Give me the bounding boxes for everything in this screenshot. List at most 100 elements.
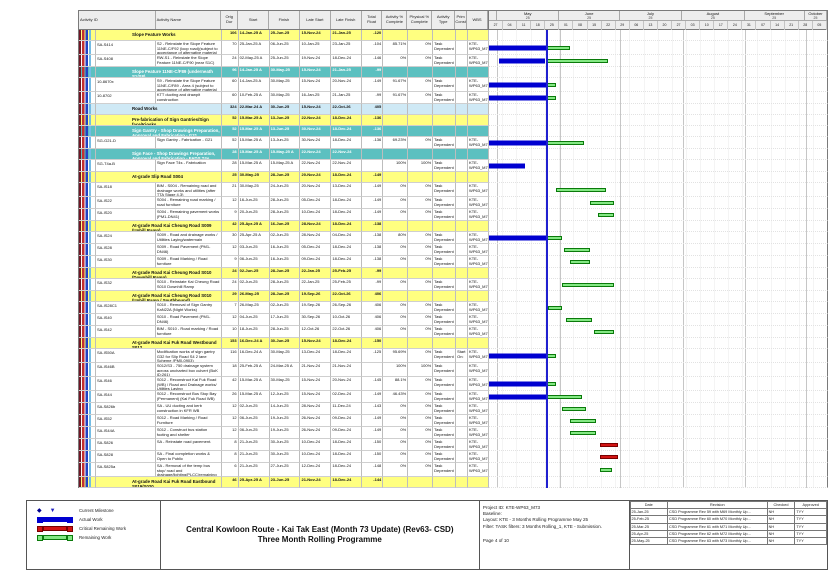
column-header[interactable]: Total Float <box>362 11 383 29</box>
actual-work-bar[interactable] <box>489 353 546 358</box>
remaining-work-bar[interactable] <box>545 95 556 100</box>
group-row[interactable]: Slope Feature 11NE-C/F89 (underneath S1/… <box>78 67 828 78</box>
remaining-work-bar[interactable] <box>545 381 556 386</box>
activity-row[interactable]: SA-IS44A S012 - Construct bus station foo… <box>78 427 828 439</box>
actual-work-bar[interactable] <box>489 235 546 240</box>
remaining-work-bar[interactable] <box>561 282 615 287</box>
activity-row[interactable]: SA-IS32 S010 - Reinstate Kai Cheung Road … <box>78 279 828 291</box>
remaining-work-bar[interactable] <box>561 406 586 411</box>
activity-row[interactable]: SA-IS40 S010 - Road Pavement (PM1-DN46) 12… <box>78 314 828 326</box>
column-header[interactable]: Prim Const <box>455 11 468 29</box>
table-cell <box>433 126 457 137</box>
remaining-work-bar[interactable] <box>569 418 596 423</box>
group-row[interactable]: At-grade Road Kai Cheung Road S009 (Uphi… <box>78 221 828 232</box>
remaining-work-bar[interactable] <box>545 394 582 399</box>
column-header[interactable]: Late Start <box>300 11 331 29</box>
group-row[interactable]: At-grade Road Kai Cheung Road S010 (Uphi… <box>78 291 828 302</box>
activity-row[interactable]: SA-IS28C1 S010 - Removal of Sign Gantry K… <box>78 302 828 314</box>
table-cell: KTE-WP63_M73.C <box>468 427 489 439</box>
activity-row[interactable]: SA-IS50A Modification works of sign gantr… <box>78 349 828 363</box>
remaining-work-bar[interactable] <box>563 247 590 252</box>
column-header[interactable]: Activity Type <box>432 11 456 29</box>
actual-work-bar[interactable] <box>489 140 546 145</box>
remaining-work-bar[interactable] <box>545 140 584 145</box>
group-row[interactable]: At-grade Road Kai Fuk Road Westbound S01… <box>78 338 828 349</box>
actual-work-bar[interactable] <box>489 163 526 168</box>
group-row[interactable]: At-grade Slip Road S004 25 30-May-25 28-Jun… <box>78 172 828 183</box>
column-header[interactable]: WBS <box>467 11 488 29</box>
actual-work-bar[interactable] <box>489 95 546 100</box>
remaining-work-bar[interactable] <box>569 259 590 264</box>
activity-row[interactable]: SA-IS20 S004 - Remaining pavement works (… <box>78 209 828 221</box>
table-cell <box>408 221 434 232</box>
column-header[interactable]: Finish <box>269 11 300 29</box>
revision-row[interactable]: 25-May-25 CSD Programme Rev 63 with M73 M… <box>629 537 828 546</box>
actual-work-bar[interactable] <box>489 381 546 386</box>
activity-row[interactable]: 10-8702 KTT ducting and drawpit construct… <box>78 92 828 104</box>
activity-row[interactable]: SA-IS44 S012 - Reconstruct Bus Stop Bay (… <box>78 391 828 403</box>
group-band-stripes <box>79 67 96 78</box>
table-cell: 13-Jun-25 <box>269 115 301 126</box>
remaining-work-bar[interactable] <box>555 187 607 192</box>
activity-row[interactable]: SA-S826b SA - UU ducting and kerb constru… <box>78 403 828 415</box>
activity-row[interactable]: SA-IS24 S009 - Road and drainage works / … <box>78 232 828 244</box>
activity-row[interactable]: SA-S414 S2 - Reinstate the Slope Feature … <box>78 41 828 55</box>
remaining-work-bar[interactable] <box>565 317 592 322</box>
group-row[interactable]: At-grade Road Kai Cheung Road S010 (Down… <box>78 268 828 279</box>
column-header[interactable]: Activity % Complete <box>382 11 408 29</box>
actual-work-bar[interactable] <box>489 45 546 50</box>
column-header[interactable]: Orig Dur <box>221 11 239 29</box>
remaining-work-bar[interactable] <box>597 212 615 217</box>
remaining-work-bar[interactable] <box>545 353 556 358</box>
group-row[interactable]: Road Works 324 22-Mar-24 A 30-Jun-25 15-Nov-… <box>78 104 828 115</box>
revision-row[interactable]: 25-Jan-25 CSD Programme Rev 59 with M69 M… <box>629 508 828 517</box>
column-header[interactable]: Activity Name <box>156 11 222 29</box>
column-header[interactable]: Start <box>238 11 270 29</box>
revision-row[interactable]: 25-Feb-25 CSD Programme Rev 60 with M70 M… <box>629 515 828 524</box>
remaining-work-bar[interactable] <box>545 58 609 63</box>
remaining-work-bar[interactable] <box>547 305 562 310</box>
actual-work-bar[interactable] <box>489 82 546 87</box>
remaining-work-bar[interactable] <box>545 45 570 50</box>
revision-row[interactable]: 25-Apr-25 CSD Programme Rev 62 with M72 M… <box>629 529 828 539</box>
column-header[interactable]: Physical % Complete <box>407 11 433 29</box>
activity-row[interactable]: SG-T4a-B Sign Face T4s - Fabrication 28 15-… <box>78 160 828 172</box>
activity-row[interactable]: SA-S828 SA - Final completion works & Ope… <box>78 451 828 463</box>
activity-row[interactable]: SA-IS28 S009 - Road Pavement (PM1-DN46) 12… <box>78 244 828 256</box>
table-cell: 25-Feb-25 A <box>238 363 270 377</box>
week-tick-label: 08 <box>573 21 588 30</box>
activity-row[interactable]: SA-IS42 BIM - S010 - Road marking / Road … <box>78 326 828 338</box>
column-header[interactable]: Late Finish <box>331 11 362 29</box>
activity-id: SA-S828 <box>95 451 156 463</box>
group-row[interactable]: Sign Face - Shop Drawings Preparation, A… <box>78 149 828 160</box>
activity-row[interactable]: SA-S825a SA - Removal of the temp bus sto… <box>78 463 828 477</box>
remaining-work-bar[interactable] <box>545 235 562 240</box>
column-header[interactable]: Activity ID <box>79 11 156 29</box>
critical-remaining-work-bar[interactable] <box>599 454 619 459</box>
activity-row[interactable]: SA-IS46B S012/S3 - 750 drainage system ac… <box>78 363 828 377</box>
group-band-stripes <box>79 463 96 477</box>
activity-row[interactable]: SA-IS46 S012 - Reconstruct Kai Fuk Road (… <box>78 377 828 391</box>
activity-row[interactable]: 10-8670x S9 - Reinstate the Slope Feature… <box>78 78 828 92</box>
activity-row[interactable]: SA-IS52 S012 - Road Marking / Road Furnit… <box>78 415 828 427</box>
remaining-work-bar[interactable] <box>589 200 615 205</box>
actual-work-bar[interactable] <box>499 58 546 63</box>
activity-row[interactable]: SA-S408 RW-S1 - Reinstate the Slope Featu… <box>78 55 828 67</box>
group-row[interactable]: At-grade Road Kai Fuk Road Eastbound S01… <box>78 477 828 488</box>
activity-row[interactable]: SA-S826 SA - Reinstate road pavement. 8 21-… <box>78 439 828 451</box>
critical-remaining-work-bar[interactable] <box>599 442 619 447</box>
activity-row[interactable]: SG-G21-D Sign Gantry - Fabrication - G21 5… <box>78 137 828 149</box>
activity-row[interactable]: SA-IS30 S009 - Road Marking / Road furnit… <box>78 256 828 268</box>
group-row[interactable]: Sign Gantry - Shop Drawings Preparation,… <box>78 126 828 137</box>
remaining-work-bar[interactable] <box>593 329 615 334</box>
revision-row[interactable]: 25-Mar-25 CSD Programme Rev 61 with M71 M… <box>629 522 828 531</box>
group-row[interactable]: Slope Feature Works 106 14-Jan-25 A 25-Jun-… <box>78 30 828 41</box>
actual-work-bar[interactable] <box>489 394 546 399</box>
remaining-work-bar[interactable] <box>569 430 596 435</box>
activity-row[interactable]: SA-IS18 BIM - S004 - Remaining road and d… <box>78 183 828 197</box>
remaining-work-bar[interactable] <box>599 467 613 472</box>
group-row[interactable]: Pre-fabrication of Sign Gantries/Sign fa… <box>78 115 828 126</box>
remaining-work-bar[interactable] <box>545 82 556 87</box>
week-tick-label: 03 <box>686 21 701 30</box>
activity-row[interactable]: SA-IS22 S004 - Remaining road marking / r… <box>78 197 828 209</box>
